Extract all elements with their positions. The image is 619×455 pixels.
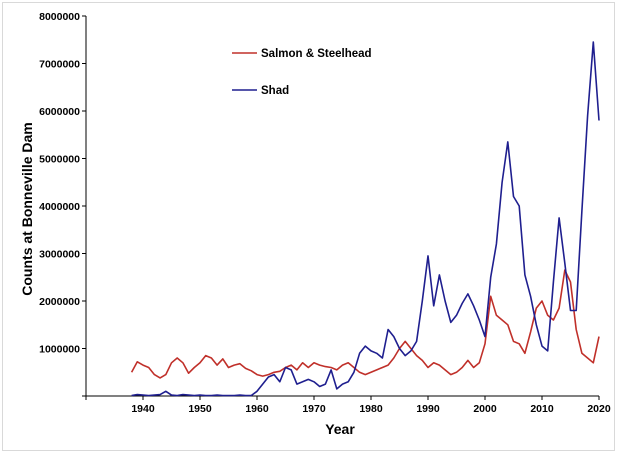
legend: Salmon & Steelhead Shad: [232, 48, 372, 97]
y-tick-label: 6000000: [39, 106, 80, 118]
y-tick-label: 2000000: [39, 296, 80, 308]
series-line-shad: [131, 41, 600, 397]
legend-label: Salmon & Steelhead: [261, 48, 372, 60]
y-tick-label: 8000000: [39, 11, 80, 23]
y-tick-label: 3000000: [39, 249, 80, 261]
chart-frame: 1000000 2000000 3000000 4000000 5000000 60000…: [2, 2, 615, 451]
x-tick-label: 1990: [416, 403, 440, 415]
x-tick-label: 1960: [245, 403, 269, 415]
x-tick-label: 1970: [302, 403, 326, 415]
x-tick-label: 1980: [359, 403, 383, 415]
x-axis-title: Year: [325, 421, 355, 437]
y-tick-label: 4000000: [39, 201, 80, 213]
y-axis-title: Counts at Bonneville Dam: [19, 122, 35, 295]
line-chart: 1000000 2000000 3000000 4000000 5000000 60000…: [19, 11, 611, 437]
legend-label: Shad: [261, 85, 289, 97]
x-tick-label: 2000: [473, 403, 497, 415]
x-tick-label: 2010: [530, 403, 554, 415]
y-tick-label: 7000000: [39, 59, 80, 71]
tick-labels: 1000000 2000000 3000000 4000000 5000000 60000…: [39, 11, 611, 415]
axes: [82, 15, 600, 400]
y-tick-label: 1000000: [39, 344, 80, 356]
series-lines: [130, 41, 600, 397]
x-tick-label: 2020: [587, 403, 611, 415]
y-tick-label: 5000000: [39, 154, 80, 166]
x-tick-label: 1940: [131, 403, 155, 415]
x-tick-label: 1950: [188, 403, 212, 415]
series-line-salmon-steelhead: [130, 269, 600, 379]
